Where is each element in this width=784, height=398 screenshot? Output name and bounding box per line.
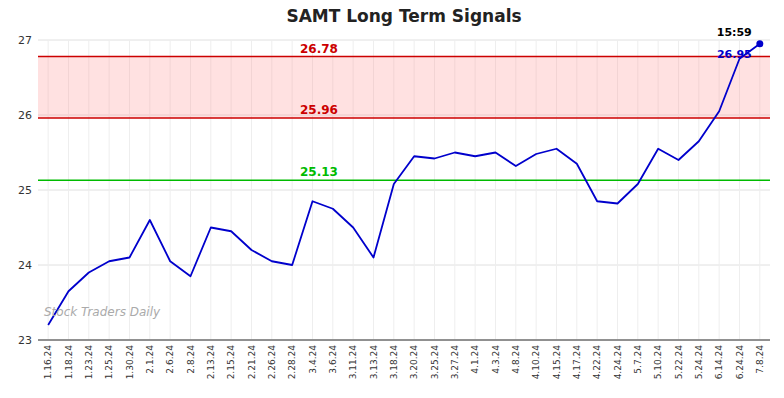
x-tick-label: 2.6.24 bbox=[165, 345, 175, 374]
reference-label: 25.96 bbox=[300, 103, 338, 117]
reference-line bbox=[38, 56, 770, 58]
x-tick-label: 2.13.24 bbox=[206, 345, 216, 380]
x-tick-label: 5.22.24 bbox=[674, 345, 684, 380]
x-tick-label: 3.13.24 bbox=[369, 345, 379, 380]
x-tick-label: 2.28.24 bbox=[287, 345, 297, 380]
x-tick-label: 5.24.24 bbox=[694, 345, 704, 380]
y-tick-label: 26 bbox=[18, 109, 32, 122]
x-tick-label: 3.11.24 bbox=[348, 345, 358, 380]
x-tick-label: 4.3.24 bbox=[491, 345, 501, 374]
last-time: 15:59 bbox=[717, 26, 752, 39]
x-tick-label: 1.23.24 bbox=[84, 345, 94, 380]
x-tick-label: 4.22.24 bbox=[592, 345, 602, 380]
grid-line-y bbox=[38, 40, 770, 41]
x-tick-label: 2.1.24 bbox=[145, 345, 155, 374]
x-tick-label: 2.8.24 bbox=[186, 345, 196, 374]
reference-label: 25.13 bbox=[300, 165, 338, 179]
x-tick-label: 3.25.24 bbox=[430, 345, 440, 380]
grid bbox=[38, 40, 770, 340]
grid-line-y bbox=[38, 190, 770, 191]
y-tick-label: 27 bbox=[18, 34, 32, 47]
reference-line bbox=[38, 180, 770, 182]
x-tick-label: 5.10.24 bbox=[653, 345, 663, 380]
x-tick-label: 4.10.24 bbox=[531, 345, 541, 380]
last-price-label: 26.95 bbox=[717, 48, 752, 61]
y-tick-label: 23 bbox=[18, 334, 32, 347]
price-line bbox=[48, 44, 760, 325]
chart: 23 24 25 26 27 1.16.24 1.18.24 1.23.24 1.25.24 1.… bbox=[0, 0, 784, 398]
x-tick-label: 1.16.24 bbox=[43, 345, 53, 380]
x-tick-label: 2.26.24 bbox=[267, 345, 277, 380]
signal-band bbox=[38, 57, 770, 119]
x-tick-label: 4.1.24 bbox=[470, 345, 480, 374]
x-tick-label: 1.18.24 bbox=[64, 345, 74, 380]
reference-line bbox=[38, 117, 770, 119]
x-tick-label: 4.8.24 bbox=[511, 345, 521, 374]
grid-line-y bbox=[38, 340, 770, 341]
x-tick-label: 3.27.24 bbox=[450, 345, 460, 380]
x-tick-label: 3.20.24 bbox=[409, 345, 419, 380]
y-tick-label: 25 bbox=[18, 184, 32, 197]
grid-line-y bbox=[38, 265, 770, 266]
x-tick-label: 1.30.24 bbox=[125, 345, 135, 380]
plot-area bbox=[38, 40, 770, 325]
x-tick-label: 5.7.24 bbox=[633, 345, 643, 374]
x-tick-label: 2.15.24 bbox=[226, 345, 236, 380]
x-tick-label: 4.24.24 bbox=[613, 345, 623, 380]
x-tick-label: 6.14.24 bbox=[714, 345, 724, 380]
last-point bbox=[756, 40, 763, 47]
x-tick-label: 2.21.24 bbox=[247, 345, 257, 380]
x-tick-label: 7.8.24 bbox=[755, 345, 765, 374]
x-tick-label: 3.6.24 bbox=[328, 345, 338, 374]
x-tick-label: 3.4.24 bbox=[308, 345, 318, 374]
x-tick-label: 1.25.24 bbox=[104, 345, 114, 380]
y-tick-label: 24 bbox=[18, 259, 32, 272]
x-tick-label: 3.18.24 bbox=[389, 345, 399, 380]
reference-label: 26.78 bbox=[300, 42, 338, 56]
x-axis-line bbox=[38, 340, 770, 341]
x-tick-label: 4.17.24 bbox=[572, 345, 582, 380]
title: SAMT Long Term Signals bbox=[286, 6, 521, 26]
watermark: Stock Traders Daily bbox=[44, 305, 161, 319]
x-tick-label: 4.15.24 bbox=[552, 345, 562, 380]
x-tick-label: 6.24.24 bbox=[735, 345, 745, 380]
